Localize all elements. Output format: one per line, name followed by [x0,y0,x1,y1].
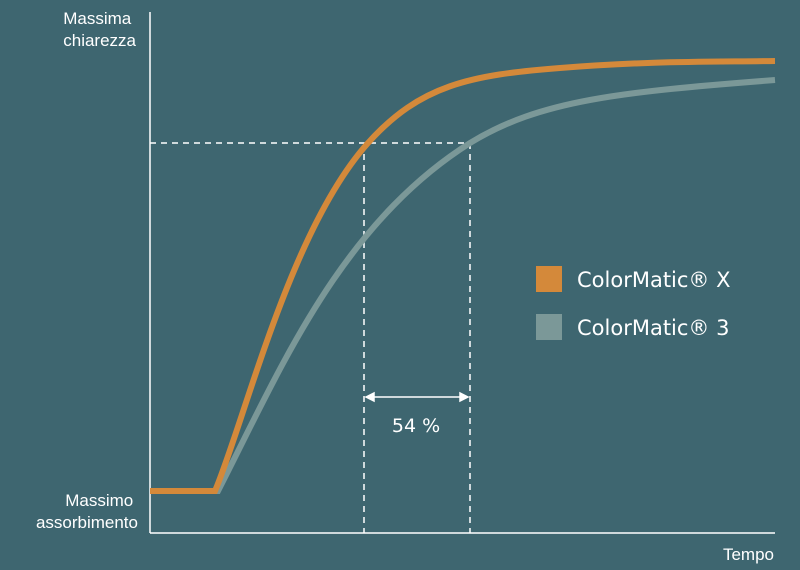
label-line: Massima [63,9,132,28]
legend-label: ColorMatic® 3 [577,316,729,340]
legend-swatch [536,314,562,340]
guides [150,142,471,533]
x-label: Tempo [723,545,774,564]
label-line: assorbimento [36,513,138,532]
annotation: 54 % [392,415,440,437]
legend-swatch [536,266,562,292]
arrow-head [459,391,470,403]
y-bottom-label: Massimo assorbimento [36,491,138,532]
arrow-head [364,391,375,403]
curve-x [150,58,776,494]
curve-3 [150,77,776,494]
label-line: chiarezza [63,31,136,50]
y-top-label: Massima chiarezza [63,9,136,50]
arrow [364,391,470,403]
label-line: Massimo [65,491,133,510]
legend-label: ColorMatic® X [577,268,731,292]
legend: ColorMatic® X ColorMatic® 3 [536,266,731,340]
